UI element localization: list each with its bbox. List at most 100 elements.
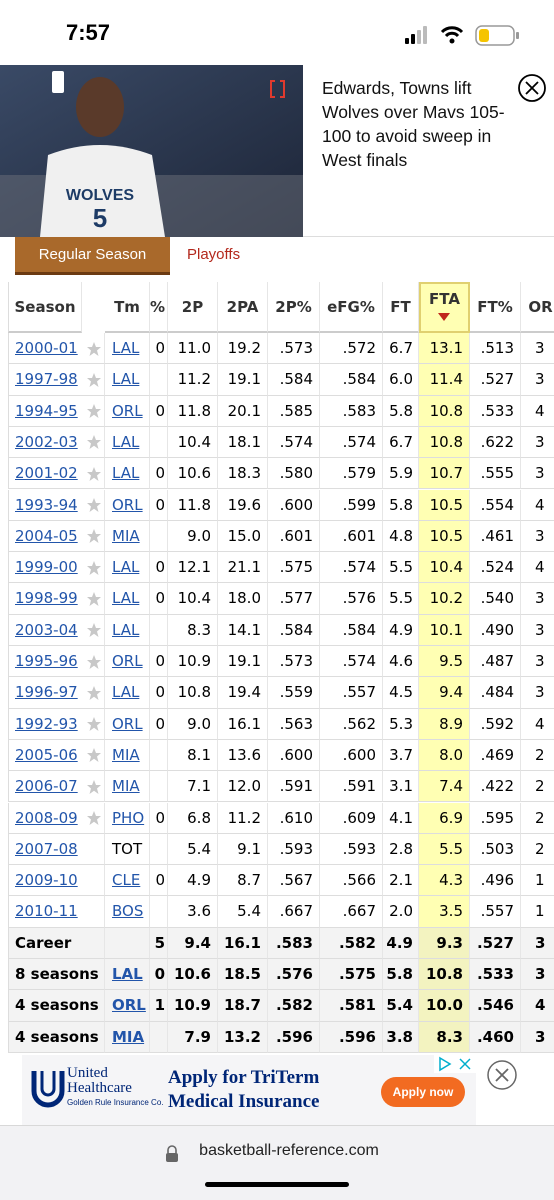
team[interactable]: LAL [112,432,140,451]
honor-star[interactable] [86,341,102,357]
season[interactable]: 2000-01 [15,339,78,357]
honor-star[interactable] [86,497,102,513]
stat: .533 [480,401,514,420]
tab-playoffs[interactable]: Playoffs [187,246,241,263]
team[interactable]: LAL [112,370,140,389]
honor-star[interactable] [86,466,102,482]
honor-star[interactable] [86,716,102,732]
season[interactable]: 1992-93 [15,714,78,733]
stat: .575 [338,965,376,983]
table-cell: 0 [150,333,168,365]
video-banner[interactable]: WOLVES 5 [0,65,554,237]
table-cell: MIA [105,771,150,803]
column-header[interactable]: % [150,282,168,333]
honor-star[interactable] [86,434,102,450]
season[interactable]: 2005-06 [15,745,78,764]
table-cell: 5.8 [383,395,419,427]
column-header[interactable]: 2P% [268,282,320,333]
stat: 3.5 [439,902,463,921]
honor-star[interactable] [86,591,102,607]
team[interactable]: MIA [112,1027,145,1046]
column-header[interactable]: FT [383,282,419,333]
season[interactable]: 2003-04 [15,620,78,639]
honor-star[interactable] [86,685,102,701]
stat: 0 [155,464,165,483]
team[interactable]: BOS [112,902,144,921]
team[interactable]: ORL [112,714,143,733]
season[interactable]: 2001-02 [15,464,78,483]
honor-star[interactable] [86,403,102,419]
season[interactable]: 1994-95 [15,401,78,420]
stat: 7.1 [187,777,211,796]
ad-subtitle[interactable]: Golden Rule Insurance Co. [67,1098,164,1107]
season[interactable]: 2006-07 [15,777,78,796]
honor-star[interactable] [86,654,102,670]
url[interactable]: basketball-reference.com [199,1142,379,1159]
honor-star[interactable] [86,622,102,638]
team[interactable]: LAL [112,620,140,639]
close-ad[interactable] [486,1059,518,1091]
column-header[interactable]: OR [521,282,554,333]
column-header[interactable]: Season [8,282,82,333]
ad-button[interactable]: Apply now [381,1077,465,1107]
team[interactable]: ORL [112,996,146,1015]
team[interactable]: LAL [112,558,140,577]
video-thumbnail[interactable]: WOLVES 5 [0,65,303,237]
video-headline[interactable]: Edwards, Towns lift Wolves over Mavs 105… [322,78,505,170]
season[interactable]: 1997-98 [15,370,78,389]
season[interactable]: 1993-94 [15,495,78,514]
column-header[interactable]: eFG% [320,282,383,333]
team[interactable]: MIA [112,526,140,545]
team[interactable]: PHO [112,808,145,827]
team[interactable]: ORL [112,495,143,514]
honor-star[interactable] [86,528,102,544]
team[interactable]: LAL [112,683,140,702]
stat: .527 [480,370,514,389]
table-cell: .667 [268,896,320,928]
team[interactable]: ORL [112,652,143,670]
column-header[interactable]: Tm [105,282,150,333]
season[interactable]: 1999-00 [15,558,78,577]
stat: 4.9 [386,933,413,952]
stat: 3 [535,683,545,702]
season[interactable]: 1996-97 [15,683,78,702]
team[interactable]: MIA [112,745,140,764]
column-header[interactable]: FTA [419,282,470,333]
table-cell: 5.8 [383,489,419,521]
stat: 3.6 [187,902,211,921]
ad-headline[interactable]: Apply for TriTerm Medical Insurance [168,1067,320,1112]
season[interactable]: 2002-03 [15,432,78,451]
column-header[interactable]: 2P [168,282,218,333]
honor-star[interactable] [86,372,102,388]
team[interactable]: CLE [112,871,141,890]
season[interactable]: 2007-08 [15,839,78,858]
table-cell: 0 [150,458,168,490]
close-video[interactable] [517,73,547,103]
team[interactable]: MIA [112,777,140,796]
season[interactable]: 2004-05 [15,526,78,545]
season[interactable]: 2008-09 [15,808,78,827]
season[interactable]: 2009-10 [15,871,78,890]
team[interactable]: LAL [112,589,140,608]
table-cell: .503 [470,833,521,866]
stat: 4 [535,558,545,577]
table-cell [150,614,168,646]
tab-regular-season[interactable]: Regular Season [15,237,170,275]
ad-brand[interactable]: United Healthcare [67,1065,132,1096]
column-header[interactable]: FT% [470,282,521,333]
team[interactable]: LAL [112,464,140,483]
ad-choices[interactable] [434,1055,476,1073]
team[interactable]: ORL [112,401,143,420]
column-header[interactable]: 2PA [218,282,268,333]
honor-star[interactable] [86,810,102,826]
season[interactable]: 1998-99 [15,589,78,608]
table-cell: .572 [320,333,383,365]
honor-star[interactable] [86,779,102,795]
honor-star[interactable] [86,747,102,763]
team[interactable]: LAL [112,339,140,357]
honor-star[interactable] [86,560,102,576]
team[interactable]: LAL [112,965,143,983]
season[interactable]: 1995-96 [15,652,78,670]
season[interactable]: 2010-11 [15,902,78,921]
